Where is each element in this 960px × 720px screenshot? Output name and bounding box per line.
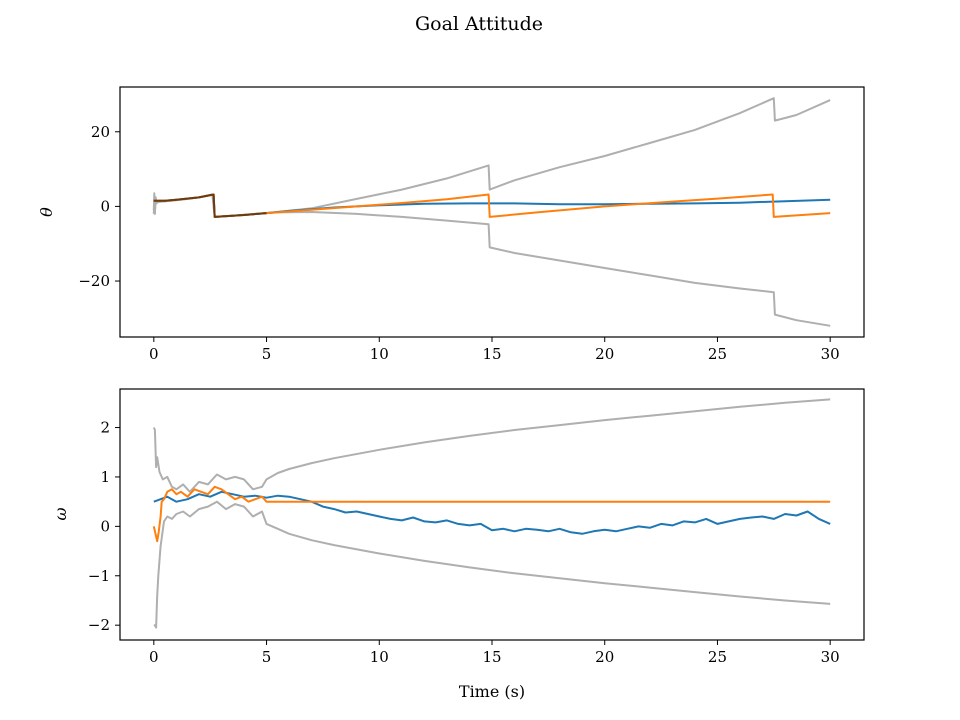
omega-x-tick-label: 30 [821, 648, 840, 666]
omega-x-tick-label: 10 [370, 648, 389, 666]
theta-x-ticks: 0 5 10 15 20 25 30 [149, 337, 840, 363]
omega-gray-lower-bound [153, 500, 831, 629]
omega-orange-series [152, 485, 831, 543]
omega-panel: 0 5 10 15 20 25 30 210−1−2 ω Time (s) [51, 388, 865, 701]
omega-y-tick-label: −2 [88, 616, 110, 634]
omega-x-tick-label: 25 [708, 648, 727, 666]
theta-x-tick-label: 5 [262, 345, 272, 363]
omega-blue-series [153, 490, 831, 535]
theta-panel: 0 5 10 15 20 25 30 20 0 −20 θ [37, 86, 865, 363]
omega-y-axis-label: ω [51, 507, 70, 520]
theta-gray-lower-bound [152, 193, 831, 327]
omega-y-tick-label: 2 [100, 419, 110, 437]
theta-y-tick-label: −20 [78, 272, 110, 290]
theta-overlap-series [153, 193, 267, 218]
theta-x-tick-label: 25 [708, 345, 727, 363]
omega-y-ticks: 2 1 0 −1 −2 [88, 419, 120, 634]
omega-series [152, 398, 831, 629]
theta-x-tick-label: 20 [595, 345, 614, 363]
theta-x-tick-label: 15 [482, 345, 501, 363]
theta-y-tick-label: 20 [91, 123, 110, 141]
theta-y-axis-label: θ [37, 207, 56, 217]
theta-y-ticks: 20 0 −20 [78, 123, 120, 290]
theta-x-tick-label: 10 [370, 345, 389, 363]
omega-x-tick-label: 5 [262, 648, 272, 666]
omega-x-ticks: 0 5 10 15 20 25 30 [149, 640, 840, 666]
omega-gray-upper-bound [152, 398, 831, 493]
theta-y-tick-label: 0 [100, 197, 110, 215]
theta-x-tick-label: 0 [149, 345, 159, 363]
omega-y-tick-label: 1 [100, 468, 110, 486]
theta-x-tick-label: 30 [821, 345, 840, 363]
theta-series [152, 97, 831, 327]
omega-x-tick-label: 15 [482, 648, 501, 666]
omega-y-tick-label: 0 [100, 517, 110, 535]
omega-x-tick-label: 0 [149, 648, 159, 666]
omega-y-tick-label: −1 [88, 567, 110, 585]
x-axis-label: Time (s) [459, 682, 525, 701]
omega-x-tick-label: 20 [595, 648, 614, 666]
chart-title: Goal Attitude [415, 13, 543, 35]
